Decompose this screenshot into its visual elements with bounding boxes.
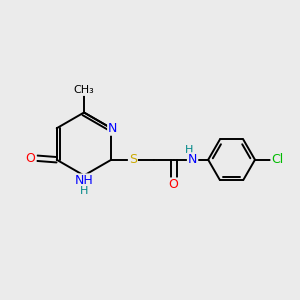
Text: O: O <box>26 152 36 165</box>
Text: S: S <box>129 153 137 166</box>
Text: NH: NH <box>75 174 93 188</box>
Text: O: O <box>168 178 178 191</box>
Text: N: N <box>188 153 197 166</box>
Text: H: H <box>185 145 193 155</box>
Text: N: N <box>108 122 118 135</box>
Text: CH₃: CH₃ <box>74 85 94 95</box>
Text: Cl: Cl <box>272 153 284 166</box>
Text: H: H <box>80 186 88 196</box>
